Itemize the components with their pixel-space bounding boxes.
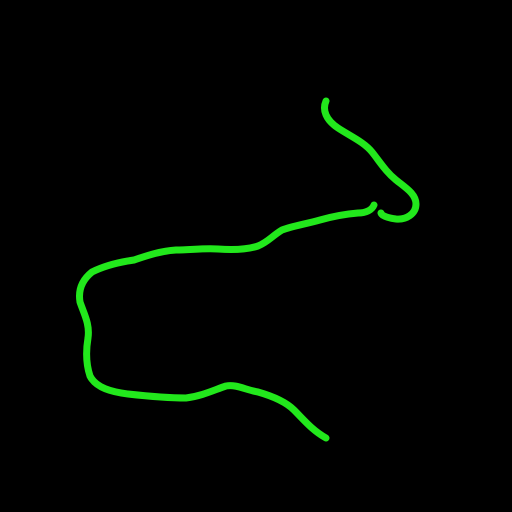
freehand-stroke — [76, 97, 420, 442]
